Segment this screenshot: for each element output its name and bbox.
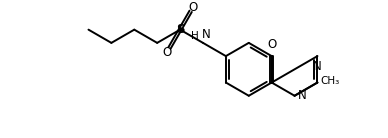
Text: O: O — [189, 1, 197, 14]
Text: N: N — [298, 89, 306, 102]
Text: H: H — [191, 31, 199, 41]
Text: S: S — [176, 23, 184, 36]
Text: N: N — [202, 28, 211, 41]
Text: N: N — [313, 60, 322, 73]
Text: O: O — [163, 46, 172, 59]
Text: CH₃: CH₃ — [320, 76, 340, 86]
Text: O: O — [267, 38, 276, 51]
